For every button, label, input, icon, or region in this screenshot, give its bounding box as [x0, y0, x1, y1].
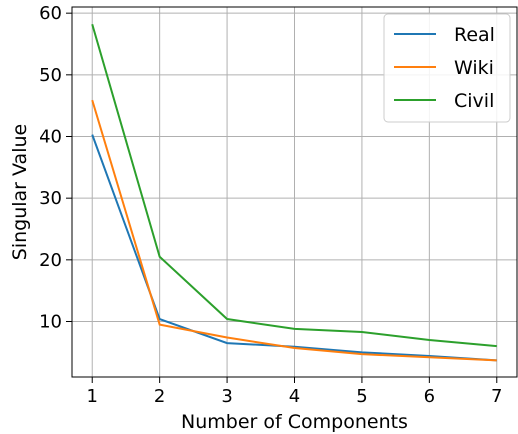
ticks: 1 2 3 4 5 6 7 10 20 30 40 50 60: [39, 3, 502, 407]
x-tick-label: 1: [87, 386, 98, 407]
y-tick-label: 40: [39, 127, 62, 148]
legend-label-wiki: Wiki: [454, 57, 494, 79]
series-line-civil: [91, 23, 497, 348]
legend: Real Wiki Civil: [383, 13, 511, 123]
y-tick-label: 20: [39, 250, 62, 271]
legend-label-civil: Civil: [454, 90, 494, 112]
x-tick-label: 4: [289, 386, 300, 407]
y-tick-label: 60: [39, 3, 62, 24]
series-line-wiki: [91, 99, 497, 362]
y-axis-label: Singular Value: [9, 124, 31, 260]
series-layer: [91, 23, 497, 362]
y-tick-label: 10: [39, 312, 62, 333]
x-tick-label: 3: [221, 386, 232, 407]
y-tick-label: 30: [39, 188, 62, 209]
legend-box: [383, 13, 511, 123]
legend-label-real: Real: [454, 24, 495, 46]
x-tick-label: 6: [424, 386, 435, 407]
series-line-real: [91, 134, 497, 362]
x-tick-label: 7: [491, 386, 502, 407]
y-tick-label: 50: [39, 65, 62, 86]
x-tick-label: 5: [356, 386, 367, 407]
x-tick-label: 2: [154, 386, 165, 407]
x-axis-label: Number of Components: [181, 411, 408, 433]
